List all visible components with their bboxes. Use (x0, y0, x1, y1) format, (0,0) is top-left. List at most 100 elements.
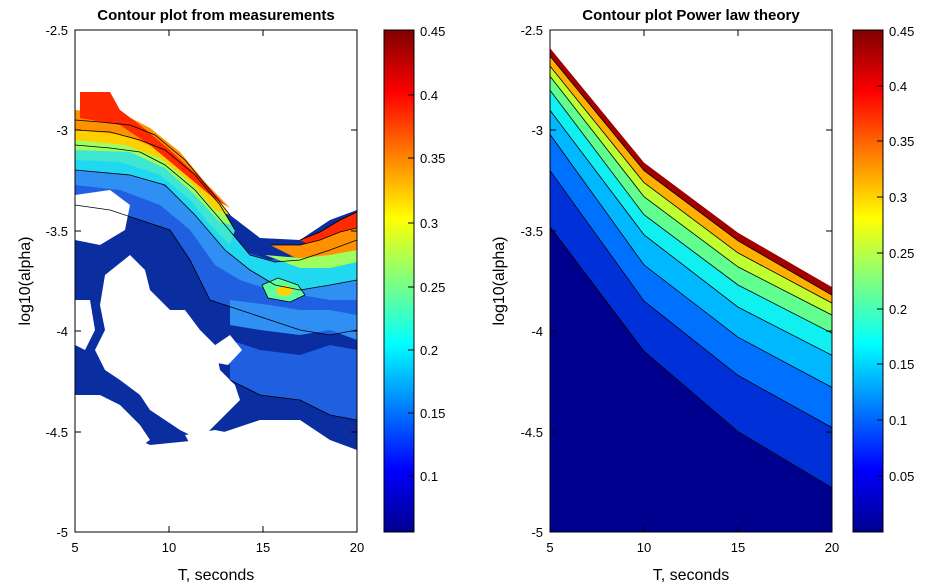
contour-band (270, 228, 357, 260)
contour-line (550, 110, 832, 356)
panel-theory: Contour plot Power law theory 5 10 15 20… (491, 7, 914, 584)
panel-measurements: Contour plot from measurements (17, 7, 445, 584)
y-tick-label: -2.5 (46, 23, 68, 38)
y-tick-label: -3.5 (521, 224, 543, 239)
colorbar-ticks: 0.1 0.15 0.2 0.25 0.3 0.35 0.4 0.45 (408, 24, 445, 484)
y-tick-label: -5 (531, 525, 543, 540)
colorbar-gradient (853, 30, 883, 532)
colorbar: 0.1 0.15 0.2 0.25 0.3 0.35 0.4 0.45 (383, 24, 445, 533)
cb-tick-label: 0.15 (420, 406, 445, 421)
cb-tick-label: 0.2 (420, 343, 438, 358)
contour-line (550, 65, 832, 304)
contour-fill (550, 48, 832, 532)
contour-line (75, 119, 231, 216)
contour-band (550, 66, 832, 316)
colorbar-frame (852, 29, 884, 533)
contour-band (550, 170, 832, 488)
missing-region (75, 300, 95, 350)
x-tick-label: 20 (350, 540, 364, 555)
y-tick-label: -3 (56, 123, 68, 138)
panel-title: Contour plot Power law theory (582, 7, 800, 24)
y-axis: -2.5 -3 -3.5 -4 -4.5 -5 log10(alpha) (491, 23, 832, 540)
contour-band (550, 110, 832, 388)
cb-tick-label: 0.05 (889, 469, 914, 484)
y-tick-label: -4.5 (521, 425, 543, 440)
colorbar-gradient (384, 30, 414, 532)
axes-frame (549, 29, 833, 533)
x-tick-label: 10 (637, 540, 651, 555)
cb-tick-label: 0.25 (420, 280, 445, 295)
missing-region (75, 190, 130, 245)
contour-line (75, 169, 357, 291)
y-tick-label: -3 (531, 123, 543, 138)
contour-band (230, 340, 357, 420)
x-tick-label: 5 (71, 540, 78, 555)
contour-band (550, 76, 832, 334)
missing-data (75, 190, 280, 475)
missing-region (95, 255, 240, 440)
contour-lines (550, 55, 832, 489)
contour-bands (550, 48, 832, 532)
x-tick-label: 5 (546, 540, 553, 555)
cb-tick-label: 0.35 (889, 134, 914, 149)
x-tick-label: 20 (825, 540, 839, 555)
contour-band (550, 226, 832, 532)
cb-tick-label: 0.3 (889, 190, 907, 205)
contour-line (75, 144, 357, 263)
cb-tick-label: 0.15 (889, 357, 914, 372)
y-tick-label: -5 (56, 525, 68, 540)
cb-tick-label: 0.2 (889, 302, 907, 317)
contour-line (75, 129, 236, 231)
contour-lines (75, 119, 357, 421)
y-axis-label: log10(alpha) (491, 237, 508, 326)
contour-line (550, 226, 832, 489)
missing-region (208, 335, 242, 365)
cb-tick-label: 0.25 (889, 246, 914, 261)
contour-band (550, 90, 832, 356)
contour-line (270, 227, 357, 246)
axes-frame (74, 29, 358, 533)
x-axis: 5 10 15 20 T, seconds (546, 30, 839, 584)
y-tick-label: -4 (56, 324, 68, 339)
colorbar: 0.05 0.1 0.15 0.2 0.25 0.3 0.35 0.4 0.45 (852, 24, 914, 533)
y-tick-label: -4.5 (46, 425, 68, 440)
contour-line (261, 277, 306, 303)
contour-line (550, 134, 832, 388)
contour-line (550, 89, 832, 334)
y-tick-label: -2.5 (521, 23, 543, 38)
cb-tick-label: 0.4 (420, 88, 438, 103)
contour-band (550, 134, 832, 428)
contour-line (229, 379, 357, 421)
colorbar-frame (383, 29, 415, 533)
y-axis: -2.5 -3 -3.5 -4 -4.5 -5 log10(alpha) (17, 23, 357, 540)
contour-band (80, 92, 225, 205)
cb-tick-label: 0.1 (889, 413, 907, 428)
contour-band (75, 120, 230, 215)
colorbar-ticks: 0.05 0.1 0.15 0.2 0.25 0.3 0.35 0.4 0.45 (877, 24, 914, 484)
x-tick-label: 15 (256, 540, 270, 555)
contour-band (75, 155, 357, 300)
cb-tick-label: 0.45 (420, 24, 445, 39)
cb-tick-label: 0.3 (420, 216, 438, 231)
contour-line (550, 75, 832, 316)
contour-line (75, 204, 357, 336)
cb-tick-label: 0.4 (889, 79, 907, 94)
y-tick-label: -4 (531, 324, 543, 339)
missing-region (185, 430, 280, 475)
x-axis: 5 10 15 20 T, seconds (71, 30, 364, 584)
y-tick-label: -3.5 (46, 224, 68, 239)
cb-tick-label: 0.35 (420, 151, 445, 166)
x-tick-label: 15 (731, 540, 745, 555)
x-axis-label: T, seconds (653, 567, 729, 584)
missing-region (75, 395, 150, 450)
x-tick-label: 10 (162, 540, 176, 555)
contour-line (550, 55, 832, 296)
contour-line (550, 170, 832, 428)
contour-line (299, 211, 357, 241)
panel-title: Contour plot from measurements (97, 7, 335, 24)
y-axis-label: log10(alpha) (17, 237, 34, 326)
cb-tick-label: 0.45 (889, 24, 914, 39)
contour-fill (75, 92, 357, 475)
contour-band (265, 250, 357, 268)
